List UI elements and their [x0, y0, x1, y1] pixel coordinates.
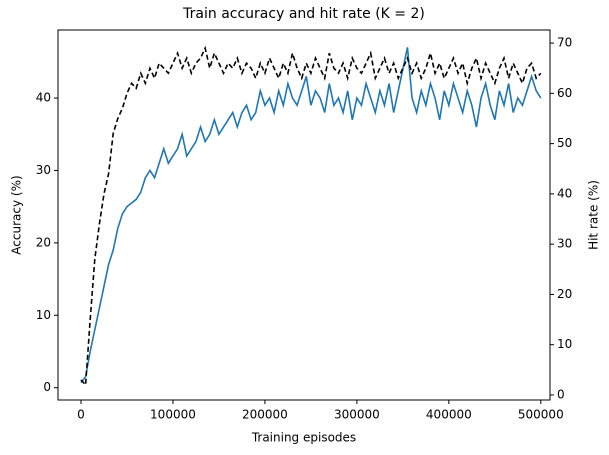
y2-tick-label: 0 — [557, 387, 565, 401]
y2-tick-label: 10 — [557, 337, 572, 351]
y2-tick-label: 50 — [557, 136, 572, 150]
data-line — [80, 47, 542, 384]
chart-title: Train accuracy and hit rate (K = 2) — [182, 6, 425, 22]
y2-axis-label: Hit rate (%) — [587, 180, 601, 250]
y-tick-label: 40 — [36, 91, 51, 105]
x-tick-label: 0 — [77, 408, 85, 422]
x-tick-label: 500000 — [518, 408, 564, 422]
y-tick-label: 0 — [43, 380, 51, 394]
plot-frame — [57, 29, 551, 401]
y-tick-label: 30 — [36, 163, 51, 177]
y2-tick-label: 40 — [557, 186, 572, 200]
data-line — [80, 45, 542, 387]
y2-tick-label: 70 — [557, 36, 572, 50]
y-tick-label: 10 — [36, 308, 51, 322]
y-tick-label: 20 — [36, 235, 51, 249]
x-tick-label: 300000 — [334, 408, 380, 422]
y-axis-label: Accuracy (%) — [10, 175, 24, 254]
x-tick-label: 100000 — [150, 408, 196, 422]
y2-tick-label: 60 — [557, 86, 572, 100]
y2-tick-label: 20 — [557, 287, 572, 301]
x-tick-label: 200000 — [242, 408, 288, 422]
y2-tick-label: 30 — [557, 237, 572, 251]
x-axis-label: Training episodes — [251, 431, 356, 445]
x-tick-label: 400000 — [426, 408, 472, 422]
